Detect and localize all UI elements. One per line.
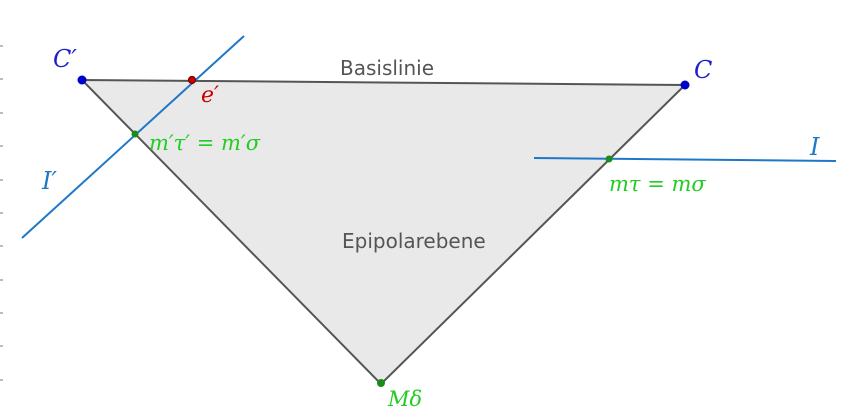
camera-left-label: C′ xyxy=(53,45,77,73)
scene-point-label: Mδ xyxy=(387,387,422,411)
camera-center-right-point xyxy=(680,80,690,90)
epipolar-plane-triangle xyxy=(79,78,688,386)
image-plane-right-line xyxy=(533,157,837,162)
image-plane-left-label: I′ xyxy=(41,167,57,195)
baseline-label: Basislinie xyxy=(340,56,434,80)
match-point-left xyxy=(131,130,139,138)
camera-center-left-point xyxy=(77,75,87,85)
epipolar-plane-label: Epipolarebene xyxy=(342,229,486,253)
match-point-right xyxy=(605,155,613,163)
image-plane-left-line xyxy=(21,35,245,239)
image-plane-right-label: I xyxy=(809,133,820,161)
camera-right-label: C xyxy=(694,56,712,84)
match-right-label: mτ = mσ xyxy=(609,172,706,196)
epipole-point xyxy=(187,75,197,85)
match-left-label: m′τ′ = m′σ xyxy=(149,131,261,155)
scene-point xyxy=(377,379,385,387)
epipole-label: e′ xyxy=(201,83,219,108)
left-edge-ticks xyxy=(0,45,3,381)
